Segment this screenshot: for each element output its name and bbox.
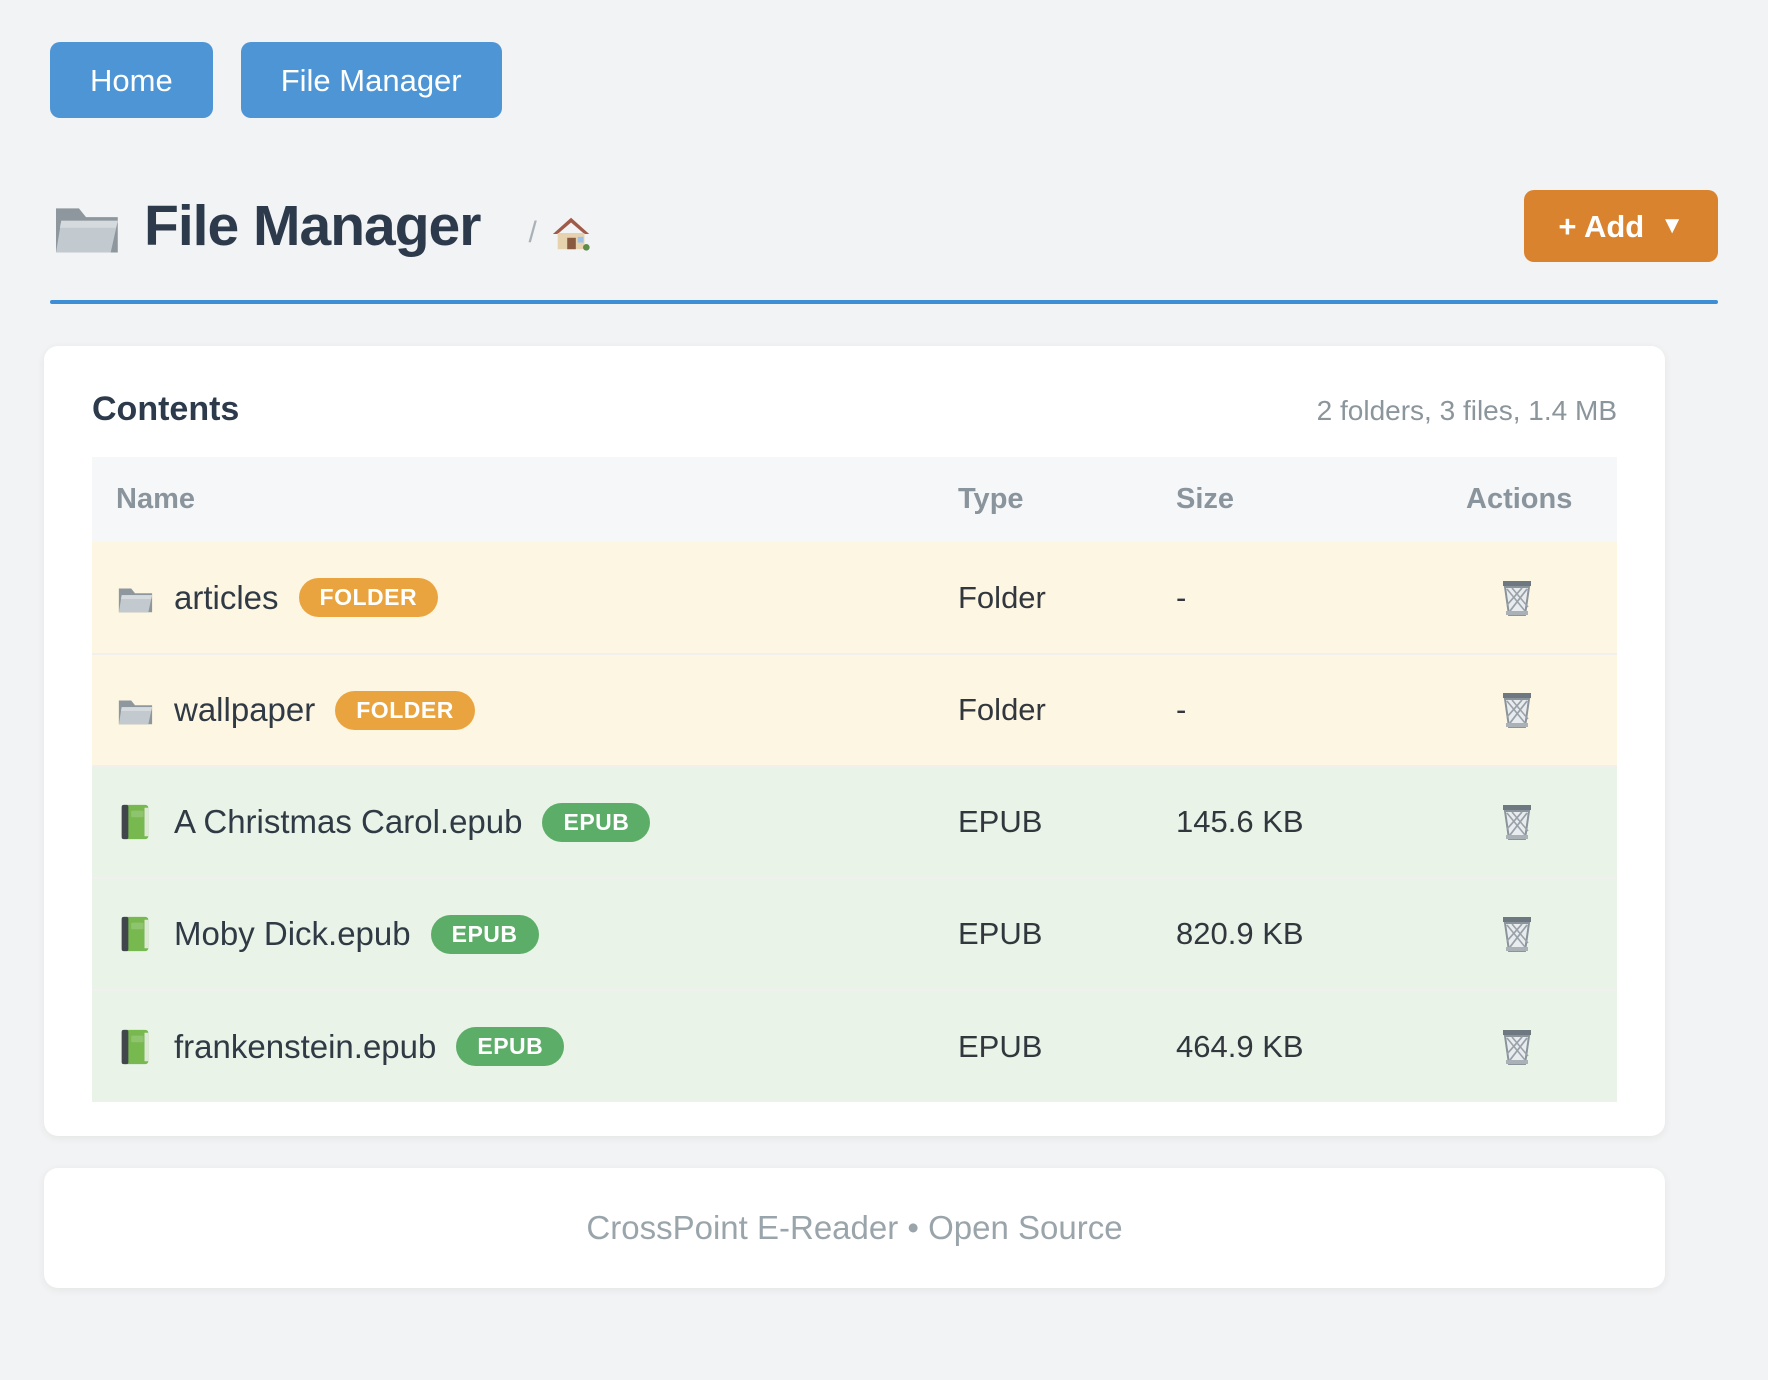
item-type: EPUB xyxy=(958,916,1043,951)
breadcrumb: / xyxy=(528,213,592,253)
file-manager-button[interactable]: File Manager xyxy=(240,42,502,118)
column-header-size: Size xyxy=(1152,457,1442,542)
column-header-name: Name xyxy=(92,457,934,542)
column-header-type: Type xyxy=(934,457,1152,542)
item-name-link[interactable]: wallpaper xyxy=(174,691,316,728)
page-header: File Manager / + Add ▼ xyxy=(50,190,1718,262)
contents-card: Contents 2 folders, 3 files, 1.4 MB Name… xyxy=(44,346,1665,1136)
contents-summary: 2 folders, 3 files, 1.4 MB xyxy=(1316,395,1617,426)
delete-button[interactable] xyxy=(1498,1026,1536,1068)
title-underline xyxy=(50,300,1718,304)
item-name-link[interactable]: Moby Dick.epub xyxy=(174,915,411,952)
add-button-label: + Add xyxy=(1558,208,1645,244)
item-name-link[interactable]: A Christmas Carol.epub xyxy=(174,803,523,840)
caret-down-icon: ▼ xyxy=(1660,212,1684,239)
file-table: Name Type Size Actions articles FOLDER xyxy=(92,457,1617,1102)
item-type: Folder xyxy=(958,579,1046,615)
delete-button[interactable] xyxy=(1498,577,1536,619)
item-name-link[interactable]: articles xyxy=(174,578,279,616)
item-size: 820.9 KB xyxy=(1176,916,1304,951)
book-icon xyxy=(121,1029,149,1064)
column-header-actions: Actions xyxy=(1442,457,1617,542)
book-icon xyxy=(121,804,149,840)
delete-button[interactable] xyxy=(1498,801,1536,843)
item-type: EPUB xyxy=(958,1028,1043,1064)
top-navigation: Home File Manager xyxy=(50,42,1718,118)
table-row[interactable]: wallpaper FOLDER Folder - xyxy=(92,654,1617,766)
add-button[interactable]: + Add ▼ xyxy=(1524,190,1718,262)
footer-text: CrossPoint E-Reader • Open Source xyxy=(586,1209,1123,1246)
delete-button[interactable] xyxy=(1498,913,1536,955)
trash-icon xyxy=(1502,1028,1532,1065)
folder-icon xyxy=(118,588,153,612)
home-button[interactable]: Home xyxy=(50,42,213,118)
table-header-row: Name Type Size Actions xyxy=(92,457,1617,542)
trash-icon xyxy=(1502,692,1532,728)
contents-title: Contents xyxy=(92,390,240,428)
trash-icon xyxy=(1502,804,1532,840)
folder-badge: FOLDER xyxy=(335,690,475,730)
page-title: File Manager xyxy=(144,194,481,258)
table-row[interactable]: A Christmas Carol.epub EPUB EPUB 145.6 K… xyxy=(92,766,1617,878)
table-row[interactable]: articles FOLDER Folder - xyxy=(92,542,1617,654)
file-manager-page: Home File Manager File Manager / + Add ▼… xyxy=(0,42,1768,1288)
trash-icon xyxy=(1502,579,1532,616)
item-size: - xyxy=(1176,579,1187,615)
breadcrumb-separator: / xyxy=(528,216,537,249)
trash-icon xyxy=(1502,916,1532,952)
folder-icon xyxy=(56,208,118,253)
item-type: Folder xyxy=(958,692,1046,727)
title-wrap: File Manager / xyxy=(50,193,593,259)
contents-card-header: Contents 2 folders, 3 files, 1.4 MB xyxy=(92,390,1617,429)
table-row[interactable]: frankenstein.epub EPUB EPUB 464.9 KB xyxy=(92,990,1617,1102)
item-size: - xyxy=(1176,692,1187,727)
footer: CrossPoint E-Reader • Open Source xyxy=(44,1168,1665,1288)
delete-button[interactable] xyxy=(1498,689,1536,731)
folder-icon xyxy=(118,700,153,725)
epub-badge: EPUB xyxy=(542,802,651,842)
item-name-link[interactable]: frankenstein.epub xyxy=(174,1027,437,1065)
epub-badge: EPUB xyxy=(430,914,539,954)
item-size: 464.9 KB xyxy=(1176,1028,1304,1064)
book-icon xyxy=(121,916,149,952)
table-row[interactable]: Moby Dick.epub EPUB EPUB 820.9 KB xyxy=(92,878,1617,990)
item-size: 145.6 KB xyxy=(1176,804,1304,839)
item-type: EPUB xyxy=(958,804,1043,839)
home-icon[interactable] xyxy=(551,213,593,253)
epub-badge: EPUB xyxy=(456,1027,565,1066)
folder-badge: FOLDER xyxy=(298,578,439,617)
